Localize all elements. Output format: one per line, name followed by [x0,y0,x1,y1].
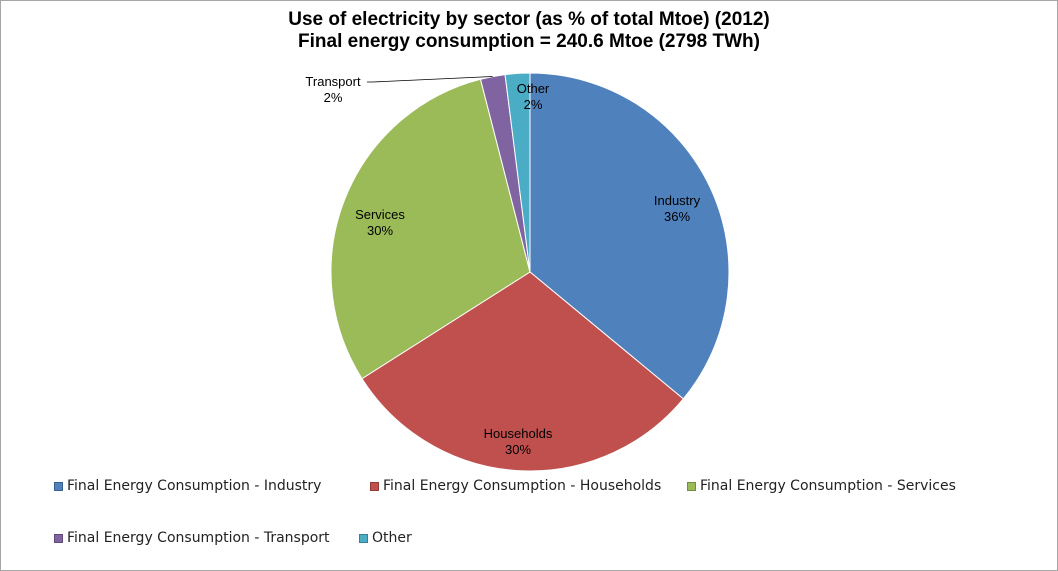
pie-slice-households [361,271,685,472]
leader-lines [367,76,493,83]
pie-slices [330,72,730,472]
legend-label-industry: Final Energy Consumption - Industry [67,478,322,494]
legend-swatch-services [687,481,696,491]
legend-swatch-industry [54,481,63,491]
pie-slice-other [504,72,531,273]
pie-slice-services [330,78,531,380]
data-label-services: Services 30% [355,207,405,238]
legend-item-transport: Final Energy Consumption - Transport [54,530,330,546]
legend-swatch-other [359,533,368,543]
legend-label-other: Other [372,530,412,546]
pie-slice-industry [529,72,730,400]
leader-line-transport [367,76,493,83]
data-label-households: Households 30% [484,426,553,457]
chart-title: Use of electricity by sector (as % of to… [288,9,770,30]
legend-item-other: Other [359,530,412,546]
legend-item-industry: Final Energy Consumption - Industry [54,478,321,494]
legend-label-households: Final Energy Consumption - Households [383,478,662,494]
data-label-industry: Industry 36% [654,193,701,224]
legend-label-transport: Final Energy Consumption - Transport [67,530,330,546]
chart-subtitle: Final energy consumption = 240.6 Mtoe (2… [298,31,760,52]
legend-item-services: Final Energy Consumption - Services [687,478,956,494]
legend-label-services: Final Energy Consumption - Services [700,478,956,494]
legend-item-households: Final Energy Consumption - Households [370,478,661,494]
data-label-other: Other 2% [517,81,550,112]
legend-swatch-households [370,481,379,491]
chart-title-block: Use of electricity by sector (as % of to… [0,9,1058,53]
data-label-transport: Transport 2% [305,74,361,105]
data-labels: Industry 36% Households 30% Services 30% Trans… [305,74,700,457]
legend-swatch-transport [54,533,63,543]
